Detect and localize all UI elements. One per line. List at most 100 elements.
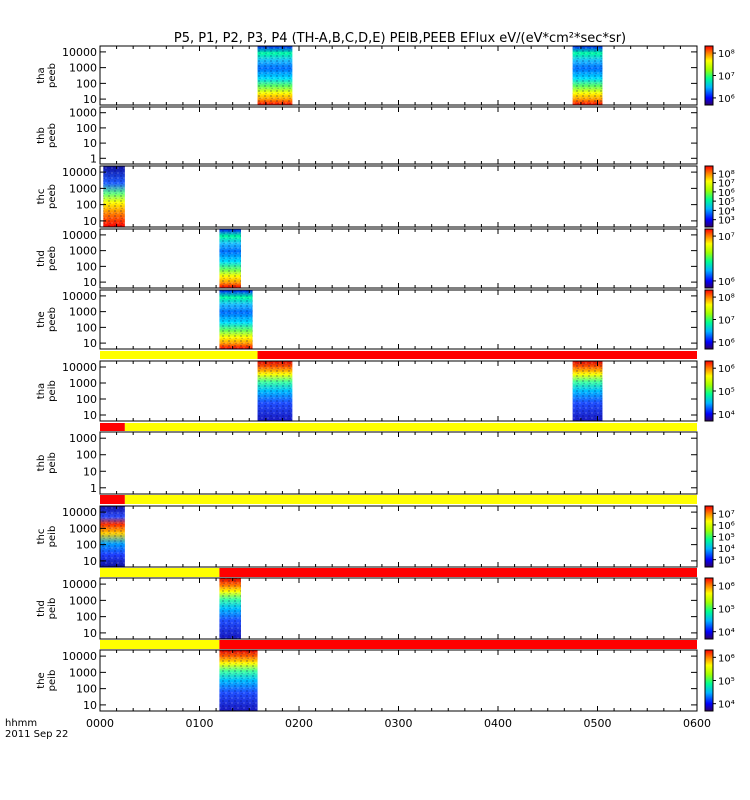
y-tick-label: 10 <box>83 627 97 640</box>
y-tick-label: 10 <box>83 465 97 478</box>
colorbar-tick-label: 10⁵ <box>718 387 735 398</box>
colorbar-tick-label: 10⁸ <box>718 169 735 180</box>
x-axis-label-hhmm: hhmm <box>5 718 37 729</box>
colorbar-the_peib: 10⁶ 10⁵ 10⁴ <box>704 649 735 712</box>
y-tick-label: 1 <box>90 152 97 165</box>
spectrogram-texture <box>219 578 241 639</box>
colorbar-tick-label: 10⁷ <box>718 509 735 520</box>
colorbar-tick-label: 10⁶ <box>718 338 735 349</box>
panel-frame <box>99 505 698 568</box>
colorbar-tick-label: 10⁷ <box>718 179 735 190</box>
x-tick-label: 0300 <box>385 717 413 730</box>
spectrogram-texture <box>572 46 603 105</box>
y-tick-label: 1000 <box>69 182 97 195</box>
y-tick-label: 1000 <box>69 306 97 319</box>
colorbar-the_peeb: 10⁸ 10⁷ 10⁶ <box>704 289 735 350</box>
colorbar-tick-label: 10⁶ <box>718 94 735 105</box>
panel-the_peib: 10000 1000 100 10 the peib 10⁶ 10⁵ 10⁴ <box>36 649 735 712</box>
y-axis-label: peeb <box>47 123 58 148</box>
colorbar-tha_peib: 10⁶ 10⁵ 10⁴ <box>704 360 735 422</box>
y-axis-label: thb <box>36 455 47 472</box>
y-tick-label: 10 <box>83 137 97 150</box>
y-tick-label: 100 <box>76 539 97 552</box>
x-axis-label-date: 2011 Sep 22 <box>5 729 68 740</box>
panel-frame <box>99 360 698 422</box>
colorbar-tick-label: 10⁶ <box>718 364 735 375</box>
mode-bar-thc_peib <box>100 495 697 504</box>
colorbar-tick-label: 10⁶ <box>718 521 735 532</box>
spectrogram-texture <box>257 361 293 421</box>
mode-bar-thd_peib <box>100 568 697 577</box>
y-tick-label: 10 <box>83 555 97 568</box>
y-axis-label: thc <box>36 189 47 205</box>
colorbar-tick-label: 10³ <box>718 556 735 567</box>
mode-bar-segment <box>100 423 125 431</box>
y-axis-label: peeb <box>47 246 58 271</box>
y-tick-label: 10000 <box>62 46 97 59</box>
x-axis: 0000 0100 0200 0300 0400 0500 0600 <box>86 717 711 730</box>
colorbar-tick-label: 10³ <box>718 216 735 227</box>
colorbar-tick-label: 10⁵ <box>718 605 735 616</box>
spectrogram-texture <box>103 166 125 227</box>
y-axis-label: the <box>36 672 47 688</box>
y-axis-label: tha <box>36 67 47 83</box>
panel-frame <box>99 289 698 350</box>
y-tick-label: 10 <box>83 337 97 350</box>
figure-title: P5, P1, P2, P3, P4 (TH-A,B,C,D,E) PEIB,P… <box>174 31 626 46</box>
panel-thb_peib: 1000 100 10 1 thb peib <box>36 431 698 495</box>
colorbar-tick-label: 10⁶ <box>718 188 735 199</box>
colorbar-tick-label: 10⁴ <box>718 544 735 555</box>
panel-thd_peib: 10000 1000 100 10 thd peib 10⁶ 10⁵ 10⁴ <box>36 577 735 640</box>
spectrogram-texture <box>572 361 603 421</box>
panel-tha_peib: 10000 1000 100 10 tha peib 10⁶ 10⁵ 10⁴ <box>36 360 735 422</box>
y-tick-label: 100 <box>76 611 97 624</box>
colorbar-tick-label: 10⁸ <box>718 293 735 304</box>
y-axis-label: thd <box>36 600 47 617</box>
y-tick-label: 10000 <box>62 506 97 519</box>
colorbar-tick-label: 10⁵ <box>718 533 735 544</box>
colorbar-scale <box>704 289 714 350</box>
panel-frame <box>99 649 698 712</box>
spectrogram-texture <box>100 506 125 567</box>
x-tick-label: 0100 <box>186 717 214 730</box>
mode-bar-the_peib <box>100 640 697 649</box>
y-tick-label: 10 <box>83 409 97 422</box>
y-axis-label: thc <box>36 529 47 545</box>
y-tick-label: 1000 <box>69 666 97 679</box>
colorbar-tick-label: 10⁴ <box>718 700 735 711</box>
y-tick-label: 1 <box>90 482 97 495</box>
panel-frame <box>99 165 698 228</box>
x-tick-label: 0400 <box>484 717 512 730</box>
colorbar-tick-label: 10⁴ <box>718 628 735 639</box>
panel-frame <box>99 228 698 289</box>
panel-frame <box>99 577 698 640</box>
y-tick-label: 100 <box>76 199 97 212</box>
y-tick-label: 10000 <box>62 166 97 179</box>
y-tick-label: 1000 <box>69 432 97 445</box>
spectrogram-texture <box>257 46 293 105</box>
colorbar-scale <box>704 165 714 228</box>
y-axis-label: peeb <box>47 184 58 209</box>
mode-bar-tha_peib <box>100 351 697 359</box>
y-tick-label: 100 <box>76 260 97 273</box>
colorbar-tick-label: 10⁷ <box>718 232 735 243</box>
colorbar-tick-label: 10⁷ <box>718 72 735 83</box>
mode-bar-segment <box>100 568 220 577</box>
colorbar-tick-label: 10⁴ <box>718 410 735 421</box>
colorbar-tick-label: 10⁸ <box>718 49 735 60</box>
y-axis-label: tha <box>36 383 47 399</box>
y-axis-label: peib <box>47 670 58 692</box>
y-tick-label: 100 <box>76 683 97 696</box>
y-tick-label: 100 <box>76 77 97 90</box>
panel-frame <box>99 106 698 165</box>
mode-bar-segment <box>124 495 697 504</box>
colorbar-tick-label: 10⁶ <box>718 653 735 664</box>
panel-thd_peeb: 10000 1000 100 10 thd peeb 10⁷ 10⁶ <box>36 228 735 289</box>
spectrogram-texture <box>219 290 253 349</box>
colorbar-tick-label: 10⁵ <box>718 197 735 208</box>
mode-bar-segment <box>257 351 697 359</box>
spectrogram-texture <box>219 229 241 288</box>
